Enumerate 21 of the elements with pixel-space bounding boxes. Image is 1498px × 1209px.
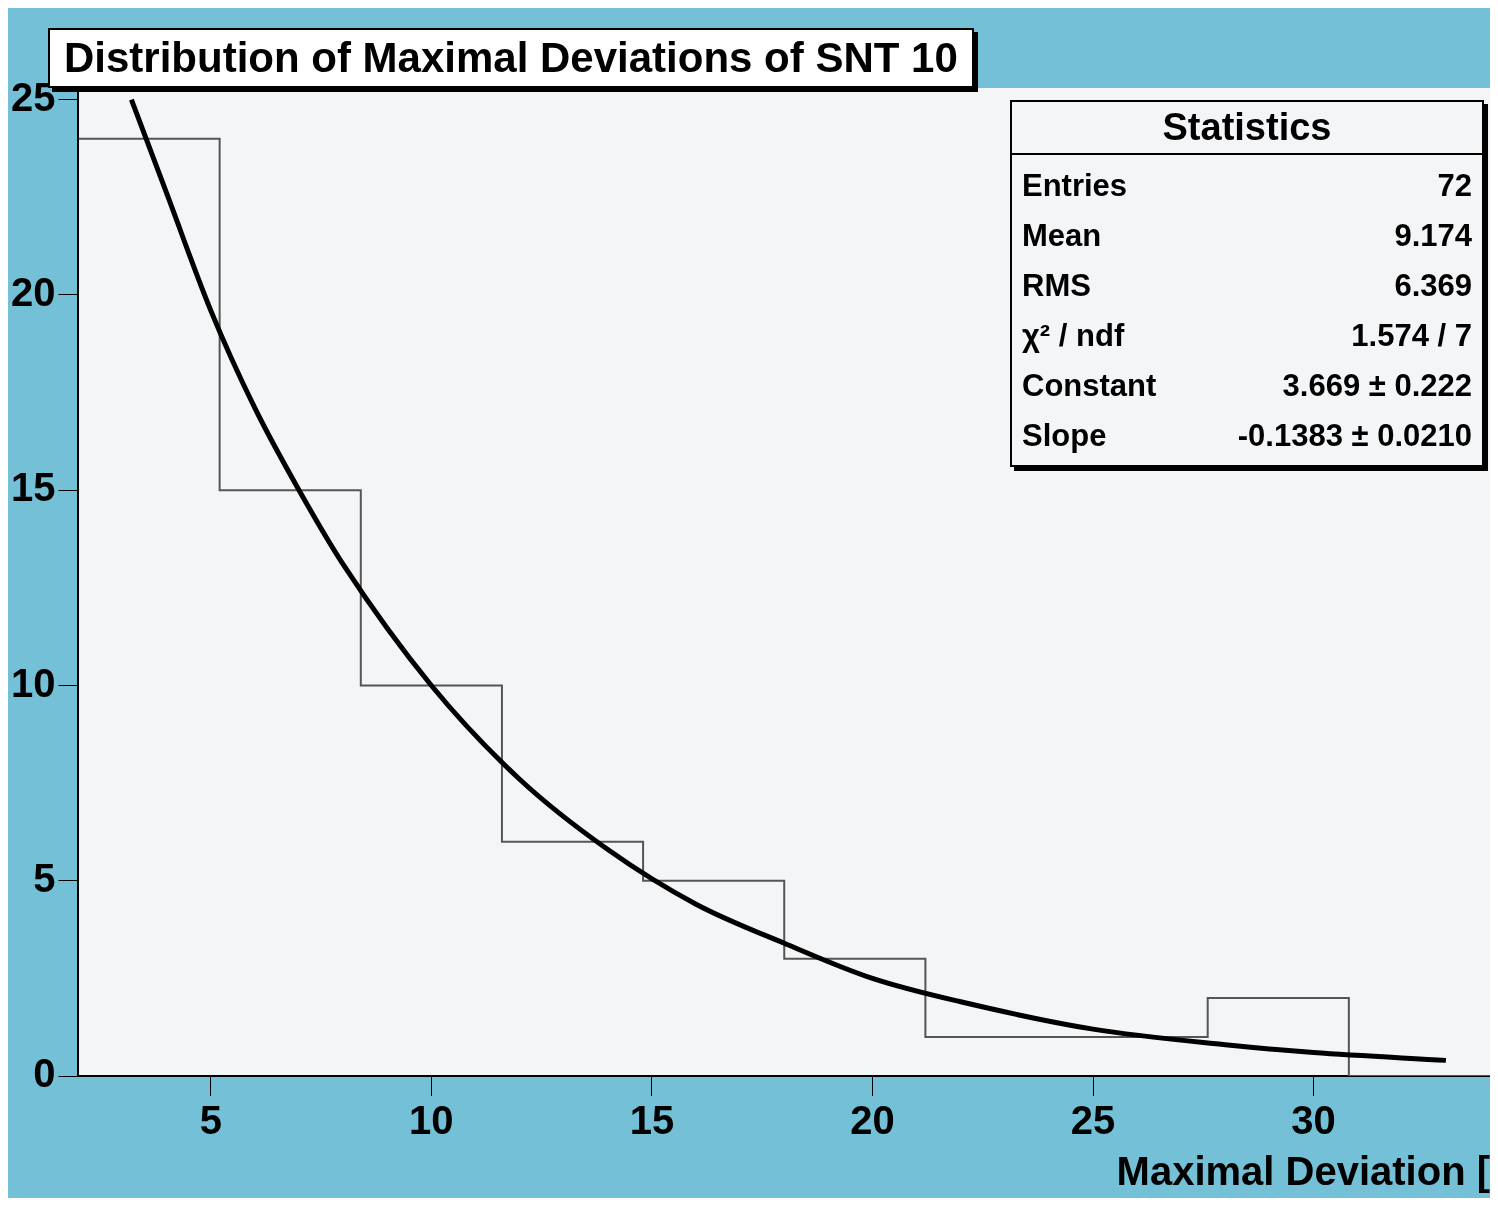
annotation: Statistics	[1012, 106, 1482, 155]
y-tick-label: 10	[10, 660, 56, 705]
x-tick-label: 30	[1291, 1098, 1336, 1143]
y-tick-label: 15	[10, 465, 56, 510]
text: Slope -0.1383 ± 0.0210	[1022, 418, 1472, 453]
x-axis-title: Maximal Deviation [	[1116, 1149, 1490, 1194]
text: Entries 72	[1022, 168, 1472, 203]
text: Constant 3.669 ± 0.222	[1022, 368, 1472, 403]
text: χ² / ndf 1.574 / 7	[1022, 318, 1472, 353]
x-tick-label: 5	[199, 1098, 222, 1143]
text: Mean 9.174	[1022, 218, 1472, 253]
x-tick-label: 15	[629, 1098, 675, 1143]
y-tick-label: 0	[33, 1051, 56, 1096]
x-tick-label: 20	[850, 1098, 895, 1143]
x-tick-label: 25	[1070, 1098, 1116, 1143]
chart-title: Distribution of Maximal Deviations of SNT 10	[64, 34, 958, 81]
y-tick-label: 20	[10, 270, 56, 314]
y-tick-label: 25	[10, 74, 56, 119]
text: RMS 6.369	[1022, 268, 1472, 303]
y-tick-label: 5	[33, 855, 56, 900]
x-tick-label: 10	[409, 1098, 454, 1143]
